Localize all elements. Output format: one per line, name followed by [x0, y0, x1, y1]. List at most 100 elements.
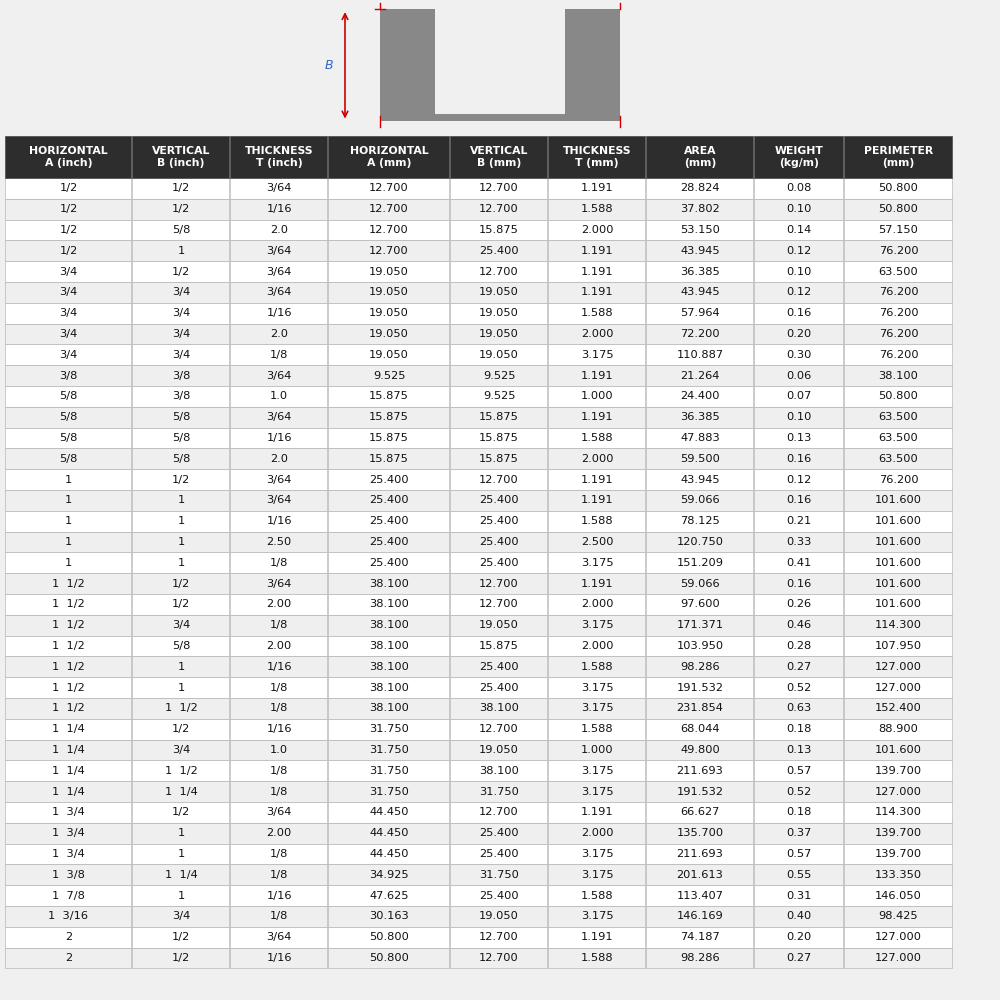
- Text: 31.750: 31.750: [369, 724, 409, 734]
- Bar: [5, 927, 131, 948]
- Bar: [548, 240, 645, 261]
- Text: 110.887: 110.887: [676, 350, 724, 360]
- Text: 88.900: 88.900: [879, 724, 918, 734]
- Bar: [548, 199, 645, 220]
- Text: 0.26: 0.26: [786, 599, 812, 609]
- Text: 114.300: 114.300: [875, 620, 922, 630]
- Bar: [132, 407, 229, 428]
- Bar: [230, 324, 327, 344]
- Bar: [844, 927, 952, 948]
- Text: 5/8: 5/8: [59, 412, 78, 422]
- Text: 0.14: 0.14: [786, 225, 812, 235]
- Text: 1.191: 1.191: [581, 183, 613, 193]
- Bar: [5, 220, 131, 240]
- Text: 1  1/2: 1 1/2: [52, 662, 85, 672]
- Bar: [132, 760, 229, 781]
- Bar: [230, 615, 327, 636]
- Text: 0.21: 0.21: [786, 516, 812, 526]
- Text: 43.945: 43.945: [680, 475, 720, 485]
- Bar: [646, 448, 753, 469]
- Text: 1  3/4: 1 3/4: [52, 849, 85, 859]
- Bar: [5, 552, 131, 573]
- Bar: [132, 594, 229, 615]
- Bar: [230, 573, 327, 594]
- Bar: [5, 594, 131, 615]
- Bar: [328, 927, 449, 948]
- Bar: [132, 199, 229, 220]
- Bar: [230, 802, 327, 823]
- Text: 1/16: 1/16: [266, 724, 292, 734]
- Bar: [844, 136, 952, 178]
- Text: 68.044: 68.044: [680, 724, 720, 734]
- Bar: [328, 552, 449, 573]
- Bar: [548, 552, 645, 573]
- Text: 59.066: 59.066: [680, 495, 720, 505]
- Text: 146.169: 146.169: [677, 911, 723, 921]
- Bar: [844, 178, 952, 199]
- Bar: [230, 594, 327, 615]
- Bar: [132, 324, 229, 344]
- Text: 101.600: 101.600: [875, 537, 922, 547]
- Text: 1/2: 1/2: [59, 246, 78, 256]
- Text: 1.588: 1.588: [581, 662, 613, 672]
- Bar: [5, 844, 131, 864]
- Bar: [548, 428, 645, 448]
- Text: 3/64: 3/64: [266, 807, 292, 817]
- Text: 127.000: 127.000: [875, 662, 922, 672]
- Text: 3.175: 3.175: [581, 849, 613, 859]
- Bar: [844, 240, 952, 261]
- Bar: [450, 178, 547, 199]
- Text: 0.27: 0.27: [786, 953, 812, 963]
- Bar: [5, 885, 131, 906]
- Text: 98.286: 98.286: [680, 662, 720, 672]
- Bar: [132, 344, 229, 365]
- Text: 1: 1: [177, 891, 185, 901]
- Text: 1: 1: [177, 246, 185, 256]
- Text: 38.100: 38.100: [479, 766, 519, 776]
- Bar: [548, 261, 645, 282]
- Text: 1.588: 1.588: [581, 516, 613, 526]
- Text: 1.588: 1.588: [581, 308, 613, 318]
- Bar: [328, 719, 449, 740]
- Bar: [328, 823, 449, 844]
- Polygon shape: [380, 9, 620, 121]
- Bar: [230, 199, 327, 220]
- Bar: [328, 240, 449, 261]
- Text: 1/2: 1/2: [172, 807, 190, 817]
- Bar: [646, 261, 753, 282]
- Text: 1.588: 1.588: [581, 433, 613, 443]
- Bar: [5, 282, 131, 303]
- Text: 9.525: 9.525: [483, 391, 515, 401]
- Bar: [132, 261, 229, 282]
- Text: 0.06: 0.06: [786, 371, 812, 381]
- Bar: [328, 511, 449, 532]
- Bar: [5, 240, 131, 261]
- Text: 72.200: 72.200: [680, 329, 720, 339]
- Bar: [844, 303, 952, 324]
- Bar: [844, 386, 952, 407]
- Text: 0.37: 0.37: [786, 828, 812, 838]
- Text: 43.945: 43.945: [680, 287, 720, 297]
- Text: 12.700: 12.700: [479, 183, 519, 193]
- Bar: [844, 719, 952, 740]
- Bar: [450, 324, 547, 344]
- Text: 9.525: 9.525: [373, 371, 405, 381]
- Text: 1/16: 1/16: [266, 953, 292, 963]
- Bar: [5, 636, 131, 656]
- Bar: [754, 407, 843, 428]
- Text: 1  1/2: 1 1/2: [52, 703, 85, 713]
- Bar: [754, 469, 843, 490]
- Bar: [548, 344, 645, 365]
- Bar: [5, 948, 131, 968]
- Text: 3/4: 3/4: [59, 287, 78, 297]
- Bar: [450, 552, 547, 573]
- Text: 1/2: 1/2: [172, 724, 190, 734]
- Text: 3/4: 3/4: [172, 287, 190, 297]
- Text: 1/16: 1/16: [266, 308, 292, 318]
- Bar: [548, 365, 645, 386]
- Bar: [548, 407, 645, 428]
- Text: 0.12: 0.12: [786, 475, 812, 485]
- Text: 0.20: 0.20: [786, 932, 812, 942]
- Text: 1.191: 1.191: [581, 579, 613, 589]
- Bar: [646, 656, 753, 677]
